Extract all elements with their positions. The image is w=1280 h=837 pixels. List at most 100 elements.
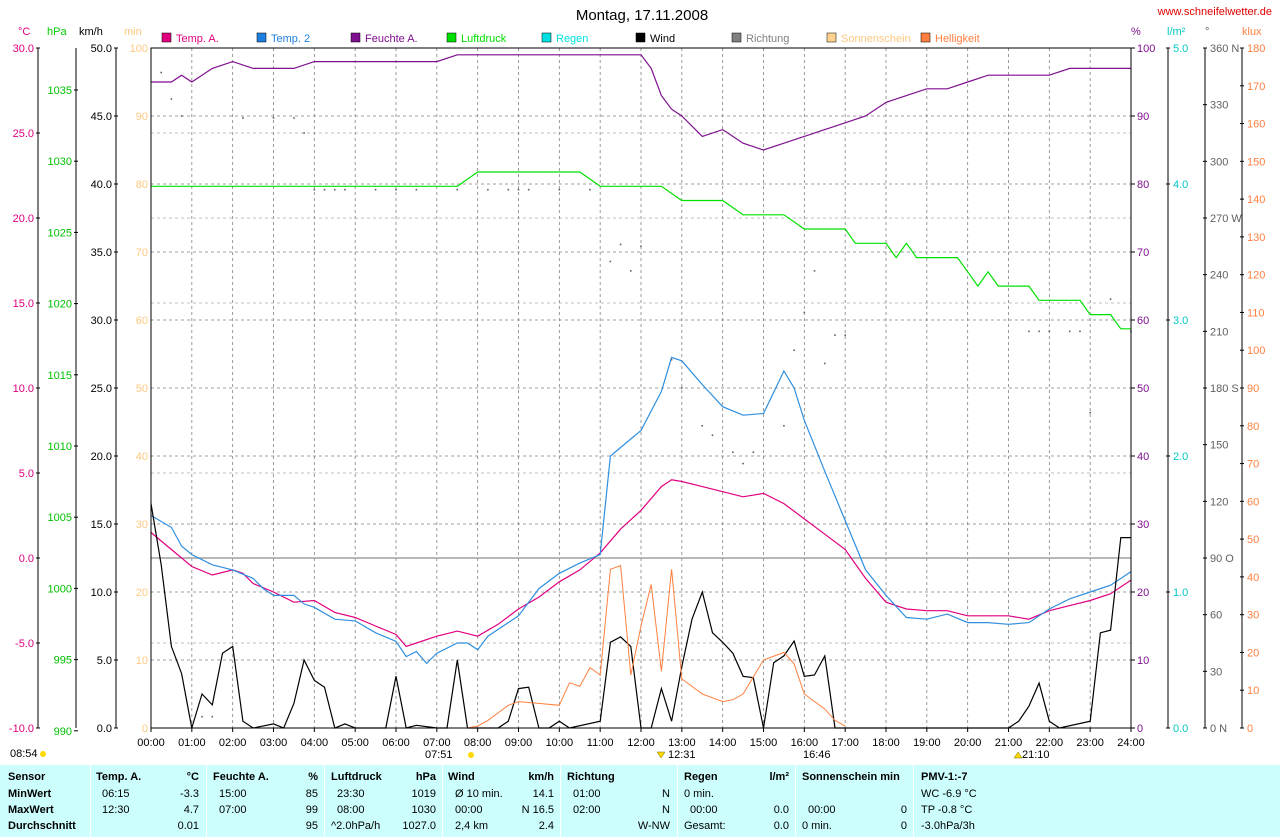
wind_ticks-tick: 10.0 <box>91 587 112 599</box>
direction-point <box>813 270 816 272</box>
legend-swatch-7 <box>826 32 837 43</box>
rain_ticks-tick: 2.0 <box>1173 451 1188 463</box>
pressure_ticks-tick: 1025 <box>48 227 72 239</box>
direction-point <box>242 117 244 119</box>
direction-point <box>313 188 316 191</box>
dir_ticks-tick: 60 <box>1210 610 1222 622</box>
klux_ticks-tick: 60 <box>1247 496 1259 508</box>
weather-chart: Montag, 17.11.2008 www.schneifelwetter.d… <box>9 6 1272 761</box>
humidity-header: Feuchte A. <box>213 771 269 783</box>
pressure_ticks-tick: 1035 <box>48 85 72 97</box>
col-pmv: PMV-1:-7 WC -6.9 °C TP -0.8 °C -3.0hPa/3… <box>913 765 1280 837</box>
wind_ticks-tick: 5.0 <box>97 655 112 667</box>
direction-max-val: N <box>662 804 670 816</box>
pmv-dewpoint: TP -0.8 °C <box>921 804 973 816</box>
sunset-label: 16:46 <box>803 749 831 761</box>
legend-label-1: Temp. 2 <box>271 33 310 45</box>
pressure_ticks-tick: 995 <box>54 655 72 667</box>
unit-min: min <box>124 26 142 38</box>
col-temp: Temp. A. °C 06:15 -3.3 12:30 4.7 0.01 <box>90 765 206 837</box>
rain_ticks-tick: 1.0 <box>1173 587 1188 599</box>
direction-header: Richtung <box>567 771 615 783</box>
x-tick: 12:00 <box>627 737 655 749</box>
wind_ticks-tick: 35.0 <box>91 247 112 259</box>
sunmin_ticks-tick: 40 <box>136 451 148 463</box>
pressure_ticks-tick: 1000 <box>48 583 72 595</box>
pressure-header: Luftdruck <box>331 771 382 783</box>
legend-label-3: Luftdruck <box>461 33 507 45</box>
wind-header: Wind <box>448 771 475 783</box>
legend-label-6: Richtung <box>746 33 789 45</box>
direction-point <box>333 188 336 191</box>
axes: 30.0 25.0 20.0 15.0 10.0 5.0 0.0 -5.0 -10.0 1035 1… <box>9 43 1265 749</box>
temp-min-val: -3.3 <box>180 788 199 800</box>
sensor-header: Sensor <box>8 771 46 783</box>
sunmin_ticks-tick: 60 <box>136 315 148 327</box>
wind_ticks-tick: 50.0 <box>91 43 112 55</box>
series-layer <box>150 54 1132 729</box>
klux_ticks-tick: 10 <box>1247 685 1259 697</box>
direction-point <box>517 188 520 191</box>
x-tick: 24:00 <box>1117 737 1145 749</box>
legend-label-8: Helligkeit <box>935 33 980 45</box>
dir_ticks-tick: 180 S <box>1210 383 1239 395</box>
humidity_ticks-tick: 10 <box>1137 655 1149 667</box>
direction-point <box>323 188 326 191</box>
unit-percent: % <box>1131 26 1141 38</box>
humidity_ticks-tick: 90 <box>1137 111 1149 123</box>
direction-point <box>303 132 305 134</box>
pressure-max-time: 08:00 <box>337 804 365 816</box>
legend: Temp. A. Temp. 2 Feuchte A. Luftdruck Regen W… <box>161 32 980 45</box>
direction-point <box>395 188 397 191</box>
site-link[interactable]: www.schneifelwetter.de <box>1157 6 1272 18</box>
rain-min-time: 0 min. <box>684 788 714 800</box>
temp_ticks-tick: 5.0 <box>19 468 34 480</box>
sunmin_ticks-tick: 100 <box>130 43 148 55</box>
pressure-avg: 1027.0 <box>402 820 436 832</box>
pmv-windchill: WC -6.9 °C <box>921 788 977 800</box>
pressure-min-time: 23:30 <box>337 788 365 800</box>
direction-point <box>160 71 163 74</box>
legend-label-0: Temp. A. <box>176 33 219 45</box>
klux_ticks-tick: 30 <box>1247 610 1259 622</box>
klux_ticks-tick: 20 <box>1247 647 1259 659</box>
col-humidity: Feuchte A. % 15:00 85 07:00 99 95 <box>206 765 324 837</box>
x-tick: 22:00 <box>1036 737 1064 749</box>
direction-max-time: 02:00 <box>573 804 601 816</box>
col-pressure: Luftdruck hPa 23:30 1019 08:00 1030 ^2.0… <box>324 765 442 837</box>
klux_ticks-tick: 150 <box>1247 156 1265 168</box>
unit-celsius: °C <box>18 26 30 38</box>
legend-label-7: Sonnenschein <box>841 33 911 45</box>
series-line-luftdruck <box>151 171 1131 330</box>
pmv-header: PMV-1:-7 <box>921 771 968 783</box>
rain-total: 0.0 <box>773 820 789 832</box>
moonset-label: 21:10 <box>1022 749 1050 761</box>
direction-point <box>456 188 459 191</box>
direction-point <box>640 245 642 248</box>
direction-point <box>487 188 489 191</box>
unit-hpa: hPa <box>47 26 67 38</box>
humidity_ticks-tick: 0 <box>1137 723 1143 735</box>
klux_ticks-tick: 50 <box>1247 534 1259 546</box>
humidity-min-time: 15:00 <box>219 788 247 800</box>
pressure-min-val: 1019 <box>411 788 436 800</box>
direction-point <box>527 188 530 191</box>
dir_ticks-tick: 300 <box>1210 156 1228 168</box>
klux_ticks-tick: 90 <box>1247 383 1259 395</box>
rain-header: Regen <box>684 771 718 783</box>
wind-min-val: 14.1 <box>532 788 554 800</box>
direction-point <box>180 115 183 117</box>
direction-point <box>834 334 836 336</box>
direction-point <box>1068 330 1071 333</box>
temp_ticks-tick: 20.0 <box>13 213 34 225</box>
legend-swatch-6 <box>731 32 742 43</box>
wind-distance: 2,4 km <box>455 820 489 832</box>
temp_ticks-tick: 10.0 <box>13 383 34 395</box>
humidity-unit: % <box>308 771 318 783</box>
humidity_ticks-tick: 50 <box>1137 383 1149 395</box>
dir_ticks-tick: 210 <box>1210 326 1228 338</box>
direction-point <box>609 260 612 263</box>
direction-point <box>1089 411 1091 414</box>
x-tick: 13:00 <box>668 737 696 749</box>
direction-point <box>783 424 785 427</box>
